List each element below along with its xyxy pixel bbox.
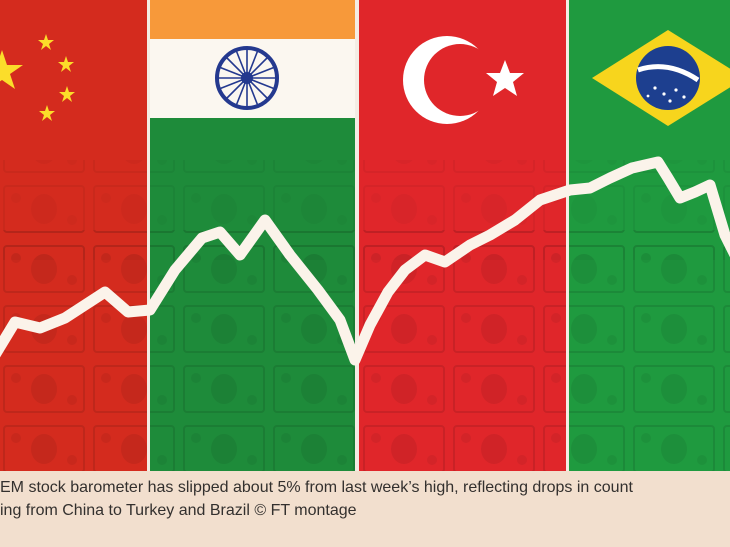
turkey-star-icon xyxy=(486,60,524,96)
trend-line xyxy=(0,156,730,366)
image-caption: EM stock barometer has slipped about 5% … xyxy=(0,476,730,522)
ft-montage-image xyxy=(0,0,730,471)
ashoka-chakra-icon xyxy=(215,46,279,110)
china-big-star-icon xyxy=(0,50,23,89)
caption-line-1: EM stock barometer has slipped about 5% … xyxy=(0,479,633,496)
caption-line-2: ing from China to Turkey and Brazil © FT… xyxy=(0,502,357,519)
